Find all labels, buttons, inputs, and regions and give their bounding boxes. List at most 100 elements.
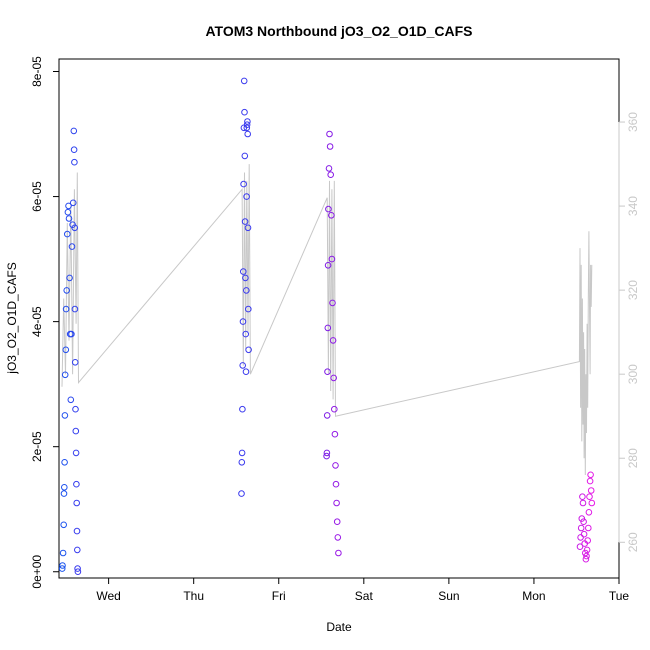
y-tick-label: 4e-05	[30, 306, 44, 337]
data-point	[244, 224, 252, 232]
y2-tick-label: 340	[626, 196, 640, 216]
data-point	[71, 158, 78, 166]
data-point	[72, 427, 80, 435]
x-tick-label: Fri	[272, 589, 286, 603]
data-point	[330, 374, 338, 382]
data-point	[332, 462, 339, 469]
y-tick-label: 8e-05	[30, 56, 44, 87]
x-tick-label: Wed	[96, 589, 120, 603]
data-point	[324, 324, 332, 332]
data-point	[333, 499, 340, 507]
y-tick-label: 6e-05	[30, 181, 44, 212]
data-point	[239, 362, 246, 369]
data-point	[332, 480, 340, 488]
data-point	[65, 202, 72, 210]
data-point	[324, 368, 331, 376]
data-point	[585, 524, 592, 532]
y-tick-label: 2e-05	[30, 431, 44, 462]
data-point	[62, 305, 70, 313]
y2-tick-label: 320	[626, 280, 640, 300]
data-point	[586, 493, 593, 501]
data-point	[583, 552, 590, 560]
data-point	[329, 299, 336, 307]
x-tick-label: Sun	[438, 589, 459, 603]
data-point	[577, 524, 585, 532]
y2-tick-label: 300	[626, 364, 640, 384]
data-point	[239, 405, 246, 413]
data-point	[64, 230, 71, 238]
data-point	[60, 521, 68, 529]
secondary-line-layer	[61, 164, 593, 476]
y-axis-label: jO3_O2_O1D_CAFS	[5, 262, 19, 374]
axes-layer: Wed Thu Fri Sat Sun Mon Tue 0e+00 2e-05 4e-05 6e-0…	[30, 56, 640, 603]
data-point	[585, 509, 593, 516]
data-point	[331, 430, 339, 438]
data-point	[73, 480, 80, 488]
x-tick-label: Tue	[609, 589, 630, 603]
data-point	[71, 224, 78, 232]
data-point	[331, 405, 338, 413]
y2-tick-label: 360	[626, 112, 640, 132]
y-tick-label: 0e+00	[30, 555, 44, 589]
data-point	[588, 499, 596, 507]
data-point	[238, 459, 246, 466]
data-point	[334, 534, 342, 541]
data-point	[241, 218, 249, 225]
y2-tick-label: 260	[626, 532, 640, 552]
data-point	[328, 212, 335, 219]
data-point	[242, 368, 250, 376]
data-point	[245, 346, 252, 354]
data-point	[579, 493, 586, 501]
data-point	[580, 518, 587, 526]
data-point	[587, 471, 594, 479]
data-point	[61, 484, 68, 491]
data-point	[244, 130, 251, 138]
data-point	[59, 549, 67, 557]
data-point	[240, 180, 247, 188]
data-point	[72, 405, 79, 413]
data-point	[244, 118, 251, 125]
data-point	[61, 459, 68, 466]
data-point	[327, 171, 335, 178]
data-point	[579, 499, 587, 507]
data-point	[60, 490, 68, 497]
data-point	[68, 330, 75, 338]
data-point	[65, 215, 73, 222]
data-point	[577, 534, 584, 541]
data-point	[240, 268, 247, 275]
data-point	[582, 555, 590, 563]
x-tick-label: Sat	[355, 589, 374, 603]
data-point	[323, 412, 331, 419]
data-point	[326, 143, 334, 150]
data-point	[329, 337, 337, 344]
data-point	[71, 305, 79, 313]
data-point	[70, 127, 78, 135]
data-point	[63, 287, 70, 294]
data-point	[72, 449, 80, 457]
data-point	[580, 530, 588, 538]
data-point	[239, 318, 247, 325]
data-point	[335, 549, 342, 557]
data-point	[64, 208, 72, 216]
plot-frame	[58, 58, 620, 579]
data-point	[242, 330, 249, 338]
data-point	[587, 487, 595, 494]
data-point	[325, 165, 333, 172]
data-point	[241, 108, 248, 116]
data-point	[333, 518, 341, 526]
data-point	[61, 412, 69, 419]
data-point	[74, 568, 82, 576]
data-point	[70, 146, 78, 153]
data-point	[324, 262, 332, 269]
data-point	[583, 546, 591, 554]
data-point	[66, 274, 73, 282]
y2-tick-label: 280	[626, 448, 640, 468]
data-point	[68, 243, 76, 250]
data-point	[238, 449, 246, 457]
data-point	[325, 205, 332, 213]
data-point	[74, 565, 81, 572]
data-point	[71, 359, 79, 366]
data-point	[61, 371, 69, 379]
data-point	[584, 537, 592, 544]
